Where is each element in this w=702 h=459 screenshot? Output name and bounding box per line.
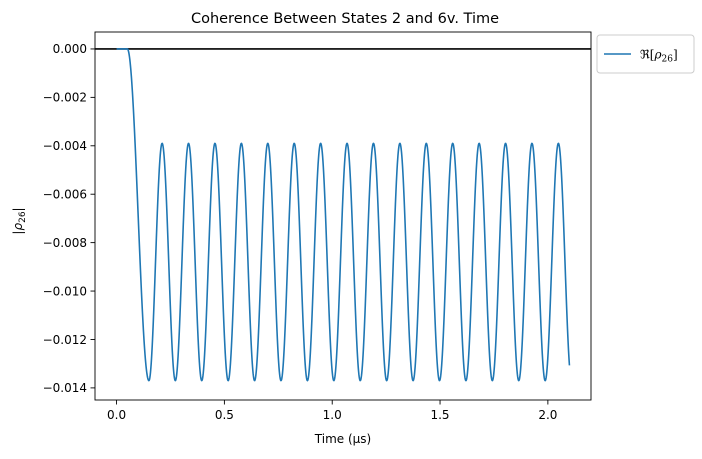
x-tick-label: 0.5 [215, 408, 234, 422]
y-tick-label: 0.000 [53, 42, 87, 56]
legend-box [596, 34, 695, 74]
y-tick-label: −0.010 [43, 284, 87, 298]
y-tick-label: −0.014 [43, 381, 87, 395]
y-tick-label: −0.004 [43, 139, 87, 153]
series-line-0 [116, 48, 571, 382]
legend: ℜ[ρ26] [596, 34, 695, 74]
legend-label-0: ℜ[ρ26] [640, 48, 678, 65]
y-tick-label: −0.008 [43, 236, 87, 250]
x-tick-label: 2.0 [538, 408, 557, 422]
plot-frame [94, 31, 592, 401]
y-axis-label: |ρ26| [11, 207, 28, 234]
y-tick-label: −0.002 [43, 91, 87, 105]
y-tick-label: −0.012 [43, 333, 87, 347]
x-tick-label: 0.0 [107, 408, 126, 422]
y-tick-label: −0.006 [43, 188, 87, 202]
chart-title: Coherence Between States 2 and 6v. Time [191, 11, 499, 27]
x-tick-label: 1.0 [323, 408, 342, 422]
x-axis-label: Time (μs) [314, 432, 371, 446]
x-tick-label: 1.5 [430, 408, 449, 422]
